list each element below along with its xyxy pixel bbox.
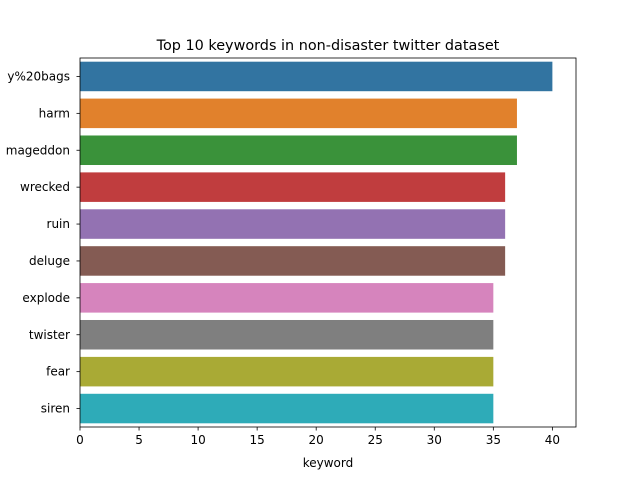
y-tick-label: wrecked [20, 180, 70, 194]
x-tick-label: 30 [427, 433, 442, 447]
y-tick-labels: y%20bags harm mageddon wrecked ruin deluge exp… [6, 69, 80, 416]
bar-4 [80, 209, 506, 239]
x-axis-label: keyword [303, 456, 354, 470]
y-tick-label: siren [41, 402, 70, 416]
y-tick-label: twister [29, 328, 70, 342]
bar-1 [80, 98, 517, 129]
y-tick-label: ruin [47, 217, 70, 231]
y-tick-label: fear [46, 365, 70, 379]
x-tick-label: 5 [135, 433, 143, 447]
chart-title: Top 10 keywords in non-disaster twitter … [156, 38, 500, 54]
x-tick-label: 35 [486, 433, 501, 447]
y-tick-label: harm [39, 106, 70, 120]
bar-6 [80, 283, 494, 313]
x-tick-label: 10 [190, 433, 205, 447]
bars-group [80, 61, 553, 424]
axes-frame [79, 57, 577, 428]
x-tick-label: 0 [76, 433, 84, 447]
y-tick-label: mageddon [6, 143, 70, 157]
bar-5 [80, 246, 506, 276]
y-tick-label: y%20bags [7, 69, 70, 83]
bar-9 [80, 393, 494, 424]
bar-0 [80, 61, 553, 92]
bar-7 [80, 319, 494, 350]
bar-2 [80, 135, 517, 166]
bar-3 [80, 172, 506, 202]
x-tick-label: 40 [545, 433, 560, 447]
y-tick-label: explode [22, 291, 70, 305]
x-ticks: 0 5 10 15 20 25 30 35 40 [76, 427, 560, 447]
y-tick-label: deluge [29, 254, 70, 268]
x-tick-label: 25 [368, 433, 383, 447]
x-tick-label: 20 [309, 433, 324, 447]
bar-8 [80, 356, 494, 387]
x-tick-label: 15 [250, 433, 265, 447]
